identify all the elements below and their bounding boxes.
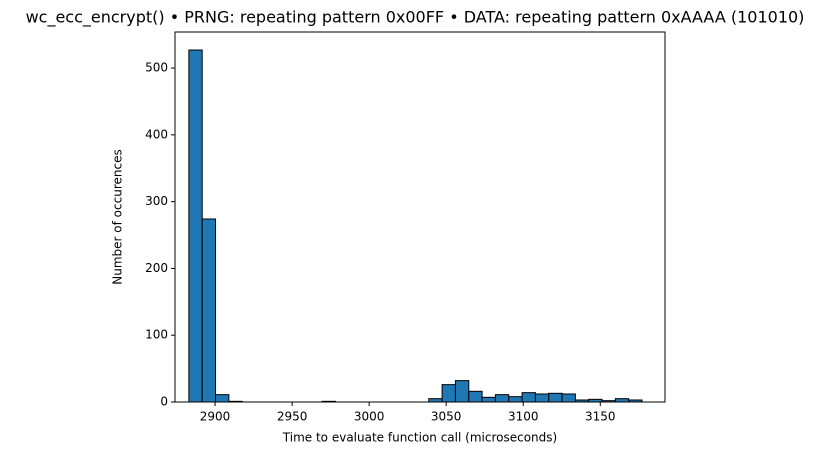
bar (521, 392, 536, 403)
x-tick-label: 2950 (277, 410, 308, 424)
bar (614, 398, 630, 403)
y-tick-label: 400 (145, 127, 168, 141)
bar (201, 218, 217, 403)
x-tick-label: 3150 (585, 410, 616, 424)
y-tick-label: 500 (145, 61, 168, 75)
bar (481, 396, 496, 403)
x-tick-label: 2900 (200, 410, 231, 424)
bar (508, 396, 523, 403)
bar (494, 394, 510, 403)
bar (454, 380, 470, 403)
bar (468, 390, 483, 403)
bar (428, 398, 443, 403)
plot-frame (174, 31, 666, 403)
bar (561, 393, 576, 403)
chart-title: wc_ecc_encrypt() • PRNG: repeating patte… (26, 8, 805, 28)
x-tick-label: 3100 (508, 410, 539, 424)
y-tick-label: 200 (145, 261, 168, 275)
y-tick-label: 0 (160, 395, 168, 409)
x-tick-label: 3050 (431, 410, 462, 424)
bar (441, 384, 456, 403)
x-tick-label: 3000 (354, 410, 385, 424)
y-tick-label: 300 (145, 194, 168, 208)
y-axis-label: Number of occurences (111, 149, 125, 284)
bar (215, 394, 230, 403)
bar (534, 393, 550, 403)
bar (548, 392, 563, 403)
x-axis-label: Time to evaluate function call (microsec… (282, 431, 557, 445)
bar (188, 49, 203, 403)
y-tick-label: 100 (145, 328, 168, 342)
